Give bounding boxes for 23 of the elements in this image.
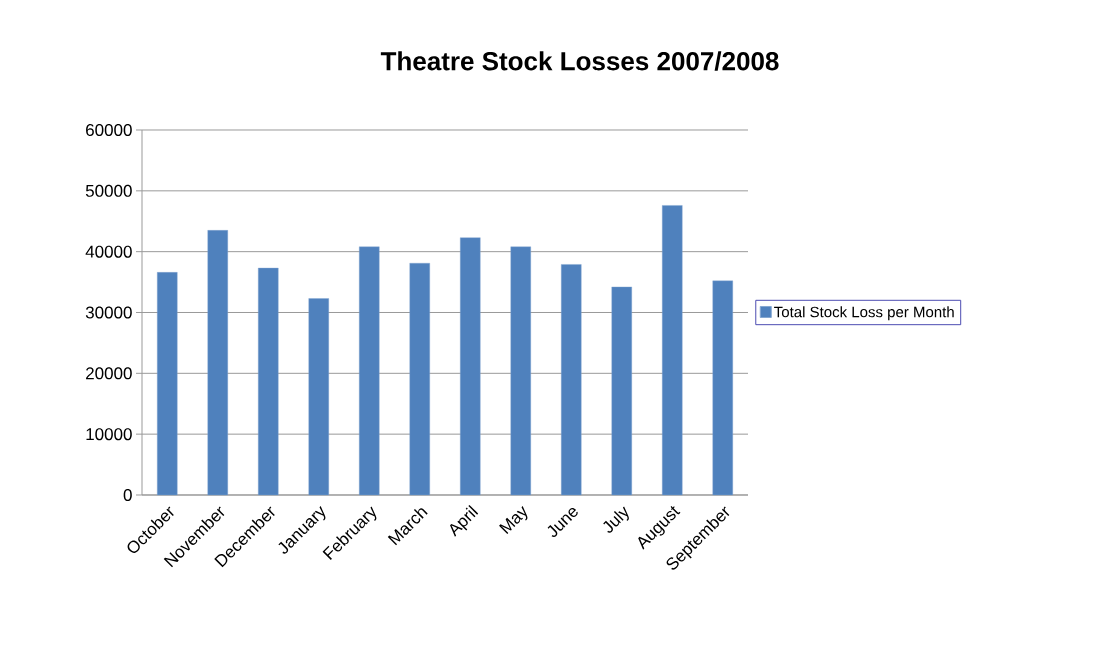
bar — [460, 237, 481, 496]
bar — [662, 205, 683, 496]
y-tick-label: 0 — [123, 488, 132, 502]
y-tick-label: 40000 — [85, 245, 132, 258]
bar — [561, 264, 582, 496]
bar — [258, 267, 279, 496]
bar — [157, 272, 178, 496]
x-tick-label: July — [603, 506, 629, 533]
y-tick-label: 50000 — [85, 184, 132, 197]
bar — [409, 263, 430, 496]
bar — [510, 246, 531, 496]
y-tick-label: 10000 — [86, 428, 132, 441]
y-tick-label: 20000 — [86, 367, 132, 380]
bar — [712, 280, 733, 496]
legend-label: Total Stock Loss per Month — [774, 306, 954, 321]
y-tick-label: 60000 — [86, 123, 132, 137]
bar — [611, 286, 632, 496]
bar — [207, 230, 228, 496]
y-tick-label: 30000 — [85, 306, 132, 319]
bar — [359, 246, 380, 496]
x-tick-label: May — [499, 506, 528, 535]
bar — [308, 298, 329, 496]
chart-title: Theatre Stock Losses 2007/2008 — [380, 51, 779, 71]
